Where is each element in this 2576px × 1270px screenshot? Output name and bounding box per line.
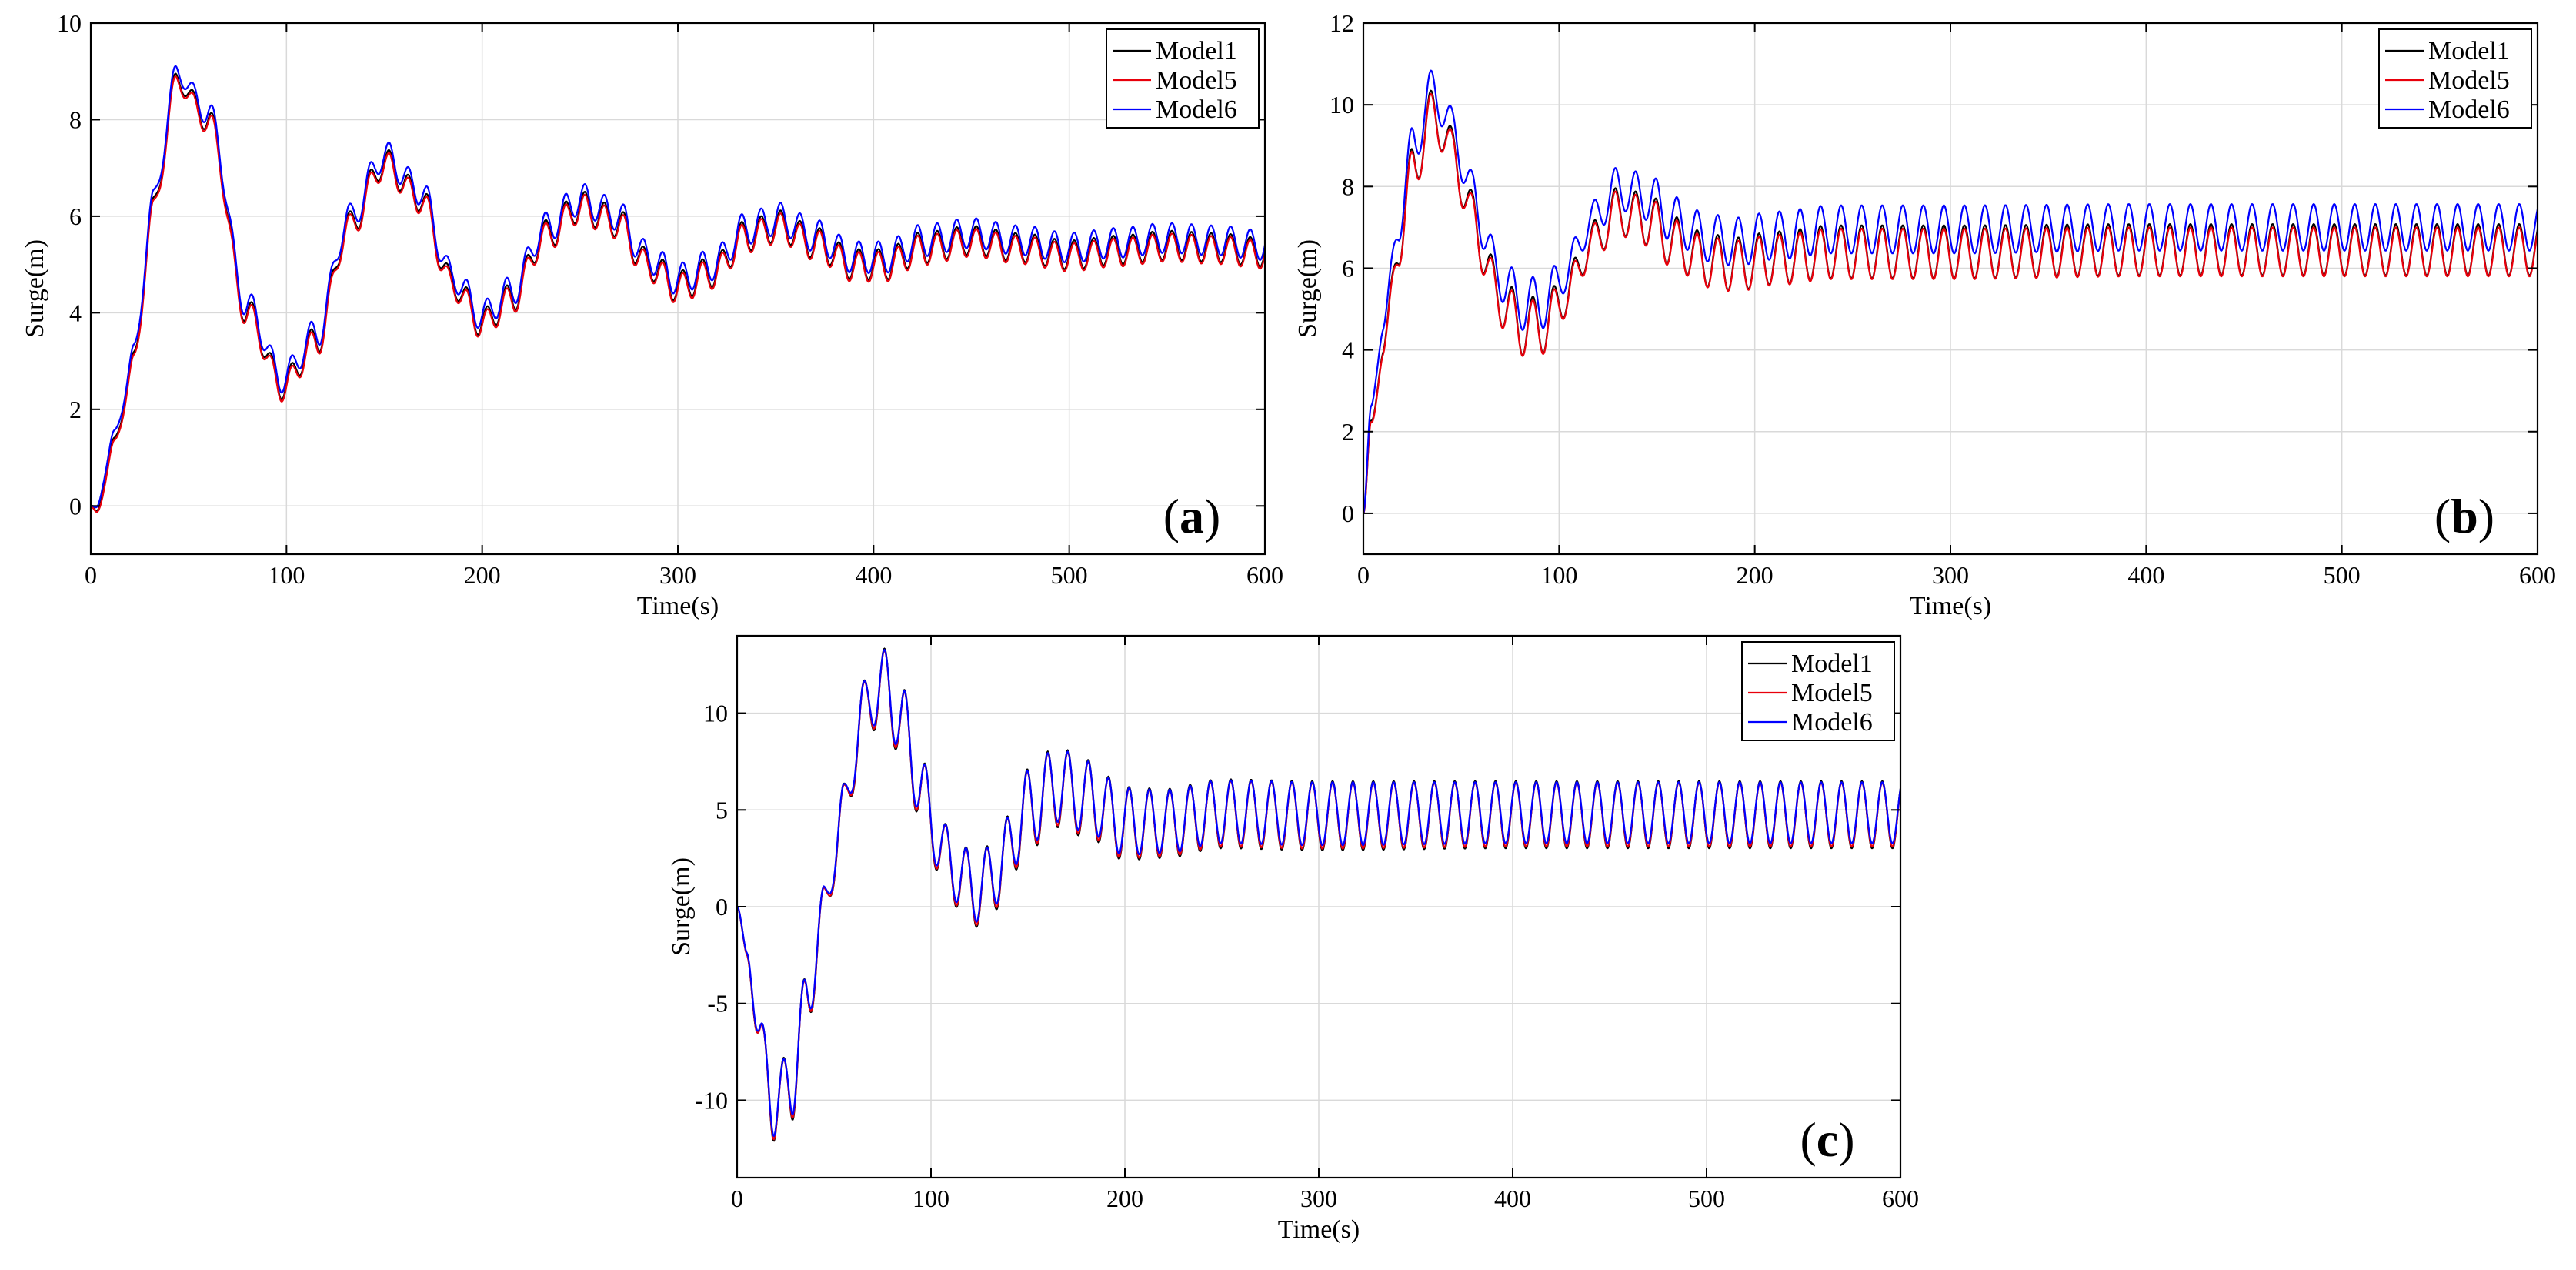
grid-lines — [1363, 22, 2538, 554]
y-tick-label: 0 — [716, 893, 728, 921]
x-tick-label: 500 — [2324, 561, 2361, 589]
grid-lines — [736, 636, 1901, 1178]
x-tick-label: 0 — [85, 561, 97, 589]
panel-label-letter: a — [1180, 489, 1204, 543]
x-tick-label: 300 — [659, 561, 696, 589]
x-tick-label: 100 — [913, 1185, 949, 1212]
y-tick-label: -5 — [707, 990, 728, 1018]
y-tick-label: 4 — [69, 299, 82, 326]
y-tick-label: 8 — [1342, 172, 1354, 200]
x-tick-label: 500 — [1688, 1185, 1725, 1212]
y-axis-label: Surge(m) — [21, 239, 49, 338]
y-tick-label: -10 — [695, 1086, 728, 1114]
legend-entry-model5: Model5 — [1156, 66, 1237, 95]
series-lines — [91, 65, 1265, 513]
y-tick-label: 5 — [716, 796, 728, 824]
y-tick-label: 0 — [69, 492, 82, 520]
series-lines — [1363, 69, 2538, 514]
series-line-model5 — [91, 75, 1265, 513]
chart-panel-c: 0 100 200 300 400 500 600 -10 -5 0 5 10 Time(s) Sur… — [667, 634, 1919, 1244]
y-tick-label: 0 — [1342, 500, 1354, 527]
series-line-model6 — [1363, 69, 2538, 514]
x-tick-label: 0 — [1357, 561, 1370, 589]
y-axis-label: Surge(m) — [667, 857, 696, 956]
x-tick-label: 300 — [1932, 561, 1969, 589]
legend: Model1 Model5 Model6 — [1741, 641, 1895, 741]
legend-entry-model1: Model1 — [2428, 37, 2510, 65]
panel-label-letter: c — [1817, 1112, 1838, 1167]
x-axis-label: Time(s) — [1278, 1215, 1360, 1244]
y-tick-label: 2 — [69, 396, 82, 423]
tick-labels: 0 100 200 300 400 500 600 0 2 4 6 8 10 12 — [1330, 9, 2556, 589]
legend-box — [1106, 28, 1260, 129]
x-tick-label: 200 — [1106, 1185, 1143, 1212]
x-tick-label: 600 — [1882, 1185, 1919, 1212]
legend-box — [2378, 28, 2532, 129]
panel-label: (b) — [2434, 489, 2494, 543]
x-tick-label: 100 — [1540, 561, 1577, 589]
series-lines — [737, 647, 1900, 1142]
tick-labels: 0 100 200 300 400 500 600 0 2 4 6 8 10 — [57, 9, 1283, 589]
x-tick-label: 500 — [1051, 561, 1088, 589]
x-axis-label: Time(s) — [1910, 592, 1991, 620]
x-tick-label: 400 — [2127, 561, 2164, 589]
x-tick-label: 100 — [268, 561, 305, 589]
y-tick-label: 10 — [703, 700, 728, 727]
legend-entry-model1: Model1 — [1156, 37, 1237, 65]
legend-entry-model6: Model6 — [1156, 95, 1237, 124]
x-axis-label: Time(s) — [637, 592, 719, 620]
y-tick-label: 2 — [1342, 418, 1354, 446]
panel-label: (c) — [1800, 1112, 1854, 1167]
legend-entry-model6: Model6 — [2428, 95, 2510, 124]
x-tick-label: 0 — [731, 1185, 743, 1212]
legend-entry-model6: Model6 — [1791, 708, 1873, 737]
legend-box — [1741, 641, 1895, 741]
tick-labels: 0 100 200 300 400 500 600 -10 -5 0 5 10 — [695, 636, 1919, 1212]
panel-label-letter: b — [2451, 489, 2478, 543]
x-tick-label: 200 — [464, 561, 501, 589]
y-tick-label: 6 — [1342, 254, 1354, 282]
chart-panel-b: 0 100 200 300 400 500 600 0 2 4 6 8 10 12 Time(s) Sur… — [1293, 9, 2556, 620]
legend: Model1 Model5 Model6 — [2378, 28, 2532, 129]
y-axis-label: Surge(m) — [1293, 239, 1322, 338]
legend-entry-model1: Model1 — [1791, 650, 1873, 678]
series-line-model6 — [737, 648, 1900, 1138]
series-line-model5 — [1363, 92, 2538, 514]
x-tick-label: 600 — [1246, 561, 1283, 589]
legend-entry-model5: Model5 — [1791, 679, 1873, 707]
chart-panel-a: 0 100 200 300 400 500 600 0 2 4 6 8 10 Time(s) Surge… — [21, 9, 1283, 620]
x-tick-label: 300 — [1300, 1185, 1337, 1212]
x-tick-label: 200 — [1737, 561, 1774, 589]
y-tick-label: 10 — [1330, 91, 1354, 119]
series-line-model6 — [91, 65, 1265, 509]
x-tick-label: 400 — [855, 561, 892, 589]
panel-label: (a) — [1163, 489, 1221, 543]
y-tick-label: 4 — [1342, 336, 1354, 364]
legend: Model1 Model5 Model6 — [1106, 28, 1260, 129]
y-tick-label: 8 — [69, 105, 82, 133]
x-tick-label: 400 — [1494, 1185, 1531, 1212]
y-tick-label: 6 — [69, 202, 82, 230]
x-tick-label: 600 — [2519, 561, 2556, 589]
legend-entry-model5: Model5 — [2428, 66, 2510, 95]
y-tick-label: 10 — [57, 9, 82, 37]
y-tick-label: 12 — [1330, 9, 1354, 37]
